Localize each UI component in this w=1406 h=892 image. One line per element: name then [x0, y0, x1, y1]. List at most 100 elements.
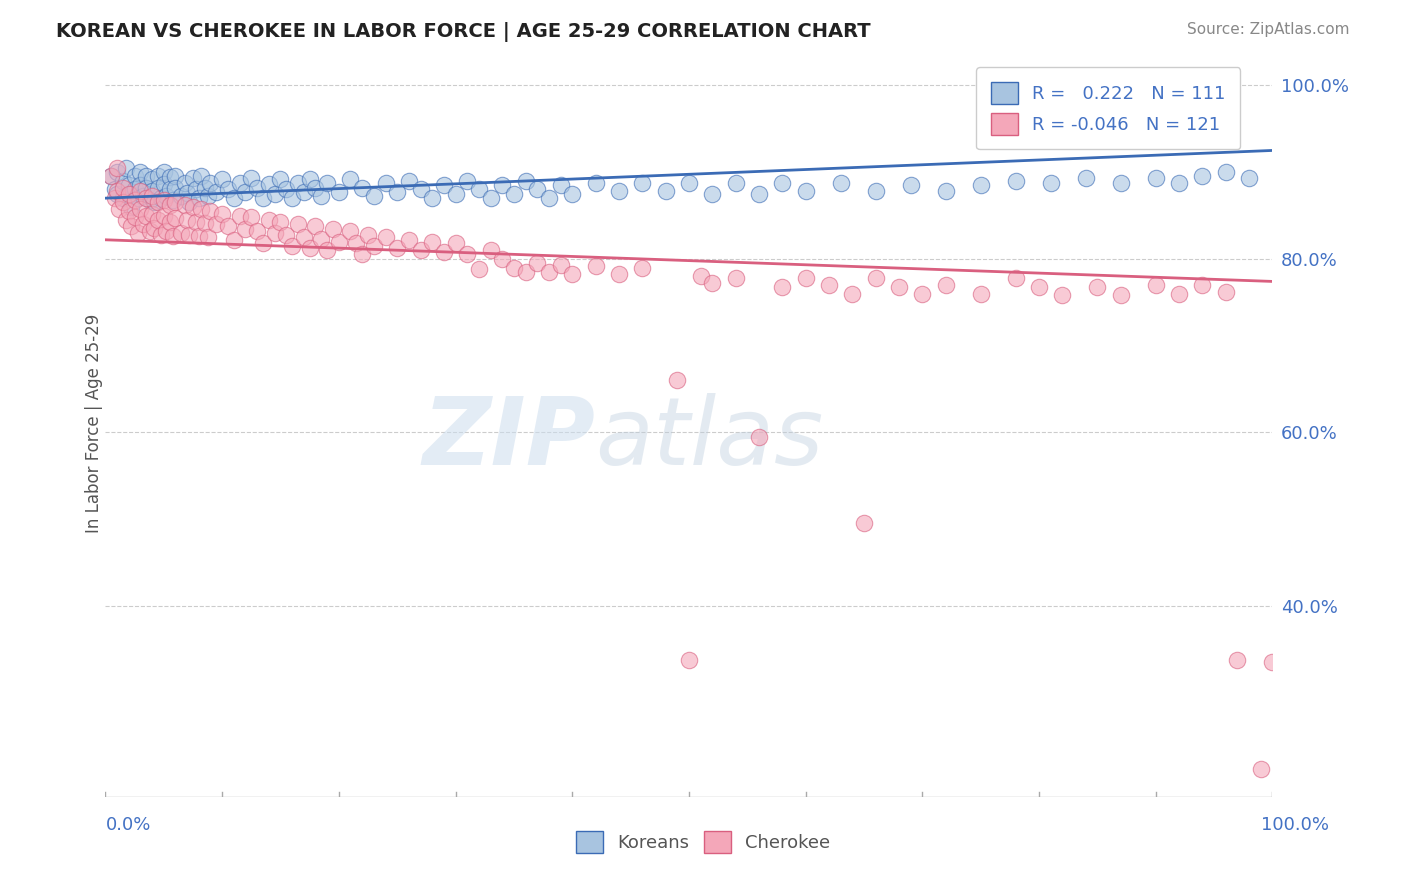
Text: atlas: atlas [596, 393, 824, 484]
Point [537, 265, 560, 279]
Point [252, 191, 274, 205]
Point [1168, 176, 1191, 190]
Point [127, 226, 149, 240]
Point [385, 185, 408, 199]
Point [339, 172, 361, 186]
Point [228, 209, 250, 223]
Point [322, 221, 344, 235]
Point [276, 182, 298, 196]
Point [104, 191, 127, 205]
Point [456, 246, 478, 260]
Point [228, 177, 250, 191]
Legend: R =   0.222   N = 111, R = -0.046   N = 121: R = 0.222 N = 111, R = -0.046 N = 121 [976, 67, 1240, 149]
Point [205, 217, 228, 231]
Point [409, 182, 432, 196]
Y-axis label: In Labor Force | Age 25-29: In Labor Force | Age 25-29 [86, 314, 103, 533]
Point [1109, 288, 1132, 302]
Point [724, 176, 747, 190]
Point [176, 186, 198, 200]
Point [105, 161, 128, 175]
Point [159, 198, 181, 212]
Point [150, 227, 173, 242]
Point [165, 211, 187, 226]
Point [1004, 271, 1026, 285]
Point [1191, 169, 1213, 184]
Point [155, 224, 177, 238]
Point [152, 193, 174, 207]
Point [120, 219, 142, 233]
Text: 100.0%: 100.0% [1261, 816, 1329, 834]
Point [124, 193, 146, 207]
Point [141, 189, 163, 203]
Point [162, 193, 184, 207]
Point [794, 271, 817, 285]
Point [1226, 653, 1249, 667]
Point [374, 230, 396, 244]
Point [132, 217, 155, 231]
Point [298, 172, 321, 186]
Point [150, 191, 173, 205]
Point [631, 260, 654, 275]
Point [240, 171, 263, 186]
Point [139, 193, 162, 207]
Point [770, 176, 793, 190]
Point [1087, 279, 1109, 293]
Point [190, 169, 212, 184]
Point [135, 191, 157, 205]
Point [1215, 165, 1237, 179]
Point [1191, 277, 1213, 292]
Point [187, 229, 209, 244]
Point [281, 239, 304, 253]
Point [235, 221, 257, 235]
Point [420, 235, 443, 249]
Point [561, 186, 583, 201]
Point [100, 169, 122, 184]
Point [1261, 655, 1284, 669]
Point [173, 176, 195, 190]
Point [304, 219, 326, 233]
Point [444, 236, 467, 251]
Point [316, 177, 339, 191]
Point [111, 180, 134, 194]
Point [165, 180, 187, 194]
Point [146, 180, 169, 194]
Point [468, 262, 491, 277]
Point [344, 236, 367, 251]
Point [515, 265, 537, 279]
Point [104, 182, 127, 196]
Point [211, 172, 233, 186]
Point [135, 209, 157, 223]
Point [281, 191, 304, 205]
Point [479, 243, 502, 257]
Point [444, 186, 467, 201]
Point [118, 178, 141, 193]
Point [316, 243, 339, 257]
Point [129, 165, 152, 179]
Point [491, 178, 513, 193]
Point [841, 286, 863, 301]
Point [118, 204, 141, 219]
Point [146, 195, 169, 210]
Point [702, 186, 724, 201]
Point [118, 186, 141, 201]
Point [120, 186, 142, 201]
Point [526, 256, 548, 270]
Point [165, 169, 187, 184]
Point [162, 229, 184, 244]
Point [385, 242, 408, 256]
Point [433, 178, 456, 193]
Point [129, 178, 152, 193]
Point [246, 224, 269, 238]
Point [1168, 286, 1191, 301]
Point [339, 224, 361, 238]
Point [526, 182, 548, 196]
Text: KOREAN VS CHEROKEE IN LABOR FORCE | AGE 25-29 CORRELATION CHART: KOREAN VS CHEROKEE IN LABOR FORCE | AGE … [56, 22, 870, 42]
Point [311, 232, 333, 246]
Point [263, 186, 285, 201]
Point [607, 268, 630, 282]
Point [143, 195, 166, 210]
Point [100, 169, 122, 184]
Point [502, 186, 524, 201]
Point [887, 279, 910, 293]
Point [689, 269, 711, 284]
